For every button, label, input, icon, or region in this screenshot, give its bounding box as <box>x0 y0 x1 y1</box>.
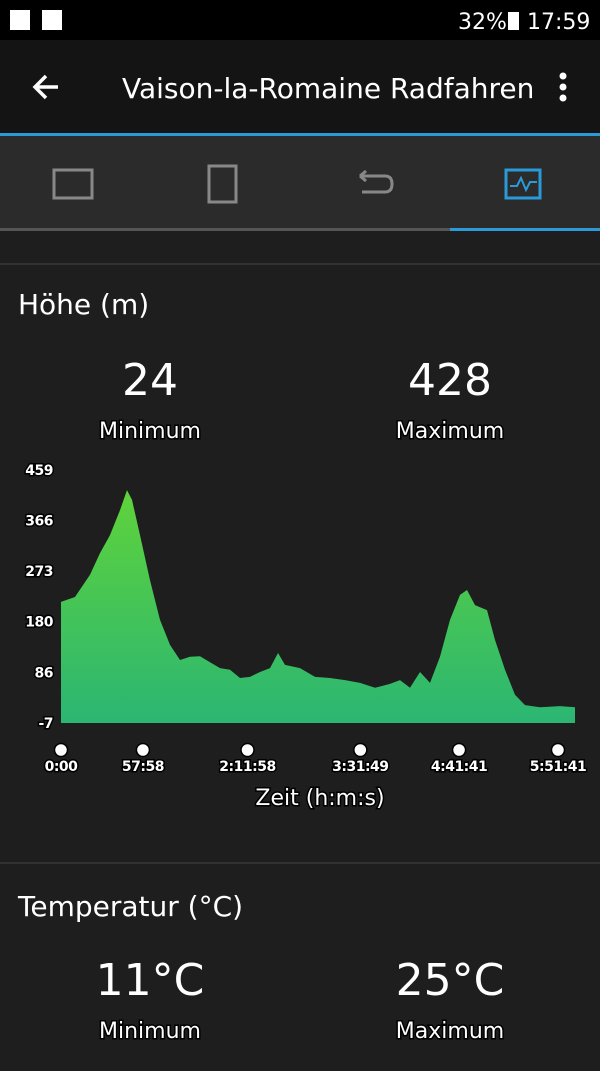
y-tick-label: 459 <box>25 463 53 479</box>
tab-map[interactable] <box>52 168 94 200</box>
x-tick-label: 3:31:49 <box>332 759 388 775</box>
x-tick-mark <box>135 742 151 758</box>
x-tick-mark <box>353 742 368 758</box>
tab-charts-icon <box>510 175 537 193</box>
tab-bar <box>0 136 600 228</box>
status-bar <box>0 0 600 40</box>
battery: 32% <box>458 10 507 35</box>
elevation-chart: -7 86 180 273 366 459 0:00 57:58 2:11:58 3:31:49 4… <box>24 462 588 777</box>
x-tick-mark <box>451 742 467 758</box>
x-tick-label: 0:00 <box>45 759 79 775</box>
section-title: Höhe (m) <box>18 288 149 321</box>
stat-value: 25°C <box>396 955 505 1006</box>
x-tick-mark <box>240 742 255 758</box>
x-tick-label: 57:58 <box>122 759 164 775</box>
battery-icon <box>508 12 519 30</box>
section-title: Temperatur (°C) <box>17 890 243 923</box>
header-divider <box>0 133 600 136</box>
elevation-area <box>61 490 575 723</box>
fb-icon <box>42 10 62 30</box>
y-tick-label: 366 <box>25 513 53 529</box>
tab-track <box>0 228 600 231</box>
stat-value: 11°C <box>96 955 205 1006</box>
x-tick-label: 2:11:58 <box>219 759 275 775</box>
stat-label: Maximum <box>396 1019 504 1044</box>
y-tick-label: 180 <box>25 614 53 630</box>
stat-value: 24 <box>122 355 178 406</box>
tab-details[interactable] <box>207 164 238 204</box>
stat-label: Minimum <box>99 419 201 444</box>
stat-value: 428 <box>408 355 492 406</box>
header-title: Vaison-la-Romaine Radfahren <box>122 72 534 105</box>
tab-laps[interactable] <box>359 169 394 194</box>
time: 17:59 <box>527 10 590 35</box>
fb-icon <box>10 10 30 30</box>
x-tick-label: 5:51:41 <box>530 759 586 775</box>
x-axis-label: Zeit (h:m:s) <box>255 786 384 811</box>
tab-charts[interactable] <box>504 168 542 200</box>
x-tick-mark <box>53 742 69 758</box>
stat-label: Minimum <box>99 1019 201 1044</box>
back-button[interactable] <box>32 74 58 100</box>
x-tick-mark <box>550 742 566 758</box>
x-tick-label: 4:41:41 <box>431 759 487 775</box>
y-tick-label: 273 <box>25 564 53 580</box>
y-tick-label: 86 <box>35 666 53 682</box>
stat-label: Maximum <box>396 419 504 444</box>
app-bar <box>0 40 600 133</box>
tab-indicator <box>450 228 600 231</box>
y-tick-label: -7 <box>38 716 53 732</box>
menu-button[interactable] <box>559 72 567 102</box>
